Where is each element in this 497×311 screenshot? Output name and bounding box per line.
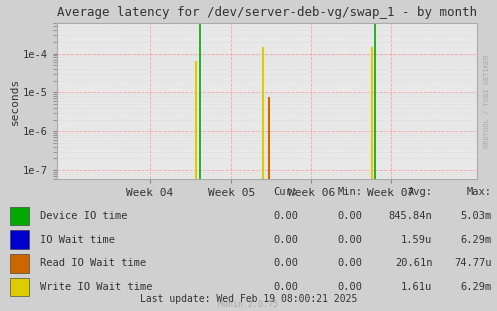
Text: 0.00: 0.00 <box>338 234 363 245</box>
Bar <box>10 254 29 273</box>
Text: Cur:: Cur: <box>273 187 298 197</box>
Bar <box>10 230 29 249</box>
Text: 74.77u: 74.77u <box>455 258 492 268</box>
Text: RRDTOOL / TOBI OETIKER: RRDTOOL / TOBI OETIKER <box>484 54 490 148</box>
Text: Munin 2.0.75: Munin 2.0.75 <box>219 300 278 309</box>
Text: 0.00: 0.00 <box>273 234 298 245</box>
Text: 20.61n: 20.61n <box>395 258 432 268</box>
Text: 0.00: 0.00 <box>273 282 298 292</box>
Bar <box>10 278 29 296</box>
Text: 845.84n: 845.84n <box>389 211 432 221</box>
Text: Device IO time: Device IO time <box>40 211 127 221</box>
Text: Min:: Min: <box>338 187 363 197</box>
Bar <box>10 207 29 225</box>
Text: 0.00: 0.00 <box>338 211 363 221</box>
Text: Write IO Wait time: Write IO Wait time <box>40 282 152 292</box>
Text: 6.29m: 6.29m <box>461 282 492 292</box>
Text: 0.00: 0.00 <box>338 258 363 268</box>
Text: IO Wait time: IO Wait time <box>40 234 115 245</box>
Text: 1.61u: 1.61u <box>401 282 432 292</box>
Text: 0.00: 0.00 <box>273 258 298 268</box>
Text: Avg:: Avg: <box>408 187 432 197</box>
Text: 0.00: 0.00 <box>338 282 363 292</box>
Text: 0.00: 0.00 <box>273 211 298 221</box>
Text: 1.59u: 1.59u <box>401 234 432 245</box>
Text: Last update: Wed Feb 19 08:00:21 2025: Last update: Wed Feb 19 08:00:21 2025 <box>140 295 357 304</box>
Text: Max:: Max: <box>467 187 492 197</box>
Text: Read IO Wait time: Read IO Wait time <box>40 258 146 268</box>
Text: 5.03m: 5.03m <box>461 211 492 221</box>
Title: Average latency for /dev/server-deb-vg/swap_1 - by month: Average latency for /dev/server-deb-vg/s… <box>57 7 477 19</box>
Text: 6.29m: 6.29m <box>461 234 492 245</box>
Y-axis label: seconds: seconds <box>10 77 20 125</box>
